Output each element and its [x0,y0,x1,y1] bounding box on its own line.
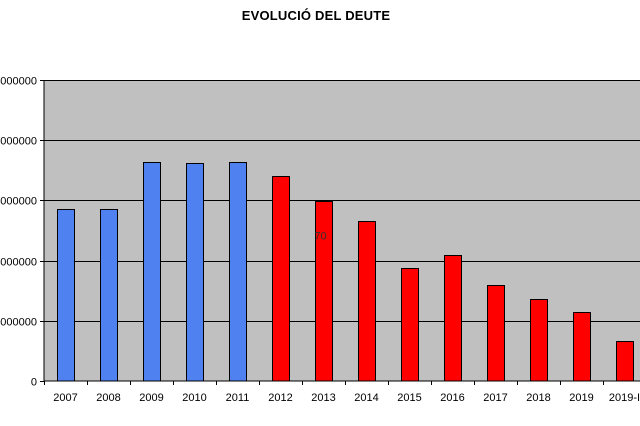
bar-2009 [143,162,161,382]
y-tick-label: 50000000 [0,76,37,88]
x-tick-label: 2013 [311,392,335,404]
bar-2007 [57,209,75,382]
bar-2017 [487,285,505,382]
bar-2011 [229,162,247,382]
x-tick-label: 2010 [182,392,206,404]
bar-2012 [272,176,290,382]
annotations: 70 [314,230,326,242]
bar-2010 [186,163,204,382]
bar-2019 [573,312,591,382]
chart-title: EVOLUCIÓ DEL DEUTE [241,8,391,23]
bar-2019-I [616,341,634,382]
bar-2016 [444,255,462,382]
x-tick-label: 2015 [397,392,421,404]
x-tick-label: 2007 [53,392,77,404]
bar-2015 [401,268,419,382]
bar-2014 [358,221,376,382]
bar-2018 [530,299,548,382]
x-tick-label: 2019 [569,392,593,404]
y-tick-label: 40000000 [0,136,37,148]
x-tick-label: 2014 [354,392,378,404]
x-tick-label: 2008 [96,392,120,404]
y-tick-label: 30000000 [0,196,37,208]
chart-annotation: 70 [314,230,326,242]
y-tick-label: 20000000 [0,257,37,269]
y-axis-ticks: 0 10000000 20000000 30000000 40000000 5000000… [0,76,44,389]
x-tick-label: 2019-I [609,392,640,404]
plot-area [44,80,640,381]
y-tick-label: 0 [31,377,37,389]
bar-2013 [315,201,333,382]
x-tick-label: 2016 [440,392,464,404]
x-tick-label: 2009 [139,392,163,404]
bar-2008 [100,209,118,382]
x-tick-label: 2011 [226,392,250,404]
x-tick-label: 2017 [483,392,507,404]
y-tick-label: 10000000 [0,317,37,329]
x-tick-label: 2018 [526,392,550,404]
x-axis-ticks: 2007 2008 2009 2010 2011 2012 2013 2014 2015 2016… [44,381,640,404]
x-tick-label: 2012 [268,392,292,404]
